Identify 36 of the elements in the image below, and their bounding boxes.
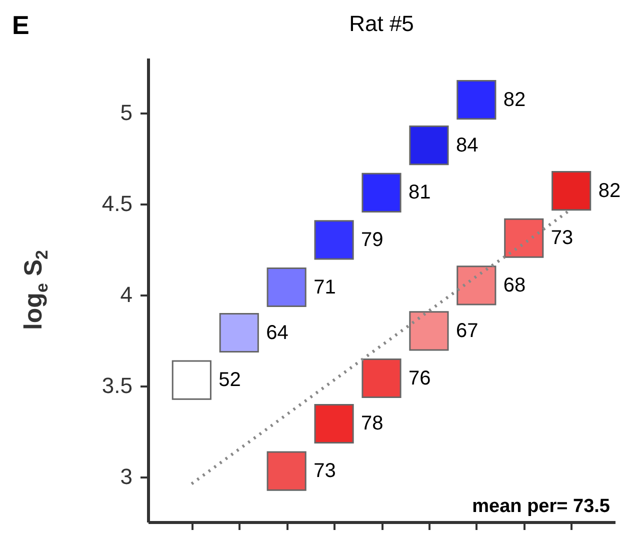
annotation: 52 bbox=[218, 369, 241, 392]
y-tick-label: 3.5 bbox=[102, 373, 132, 398]
y-tick-label: 4.5 bbox=[102, 191, 132, 216]
chart-title: Rat #5 bbox=[349, 11, 414, 36]
annotation: 84 bbox=[456, 134, 478, 156]
point bbox=[362, 172, 402, 212]
annotation: 82 bbox=[503, 88, 526, 111]
point bbox=[409, 126, 449, 166]
annotation: 68 bbox=[503, 274, 526, 296]
annotation: 67 bbox=[456, 320, 478, 342]
annotation: 76 bbox=[408, 367, 431, 390]
annotation: 73 bbox=[550, 227, 574, 250]
point bbox=[266, 451, 306, 491]
y-tick-label: 4 bbox=[120, 282, 132, 308]
point bbox=[219, 312, 259, 353]
annotation: mean per= 73.5 bbox=[472, 496, 610, 517]
point bbox=[552, 171, 592, 211]
annotation: 81 bbox=[408, 182, 431, 204]
y-tick-label: 5 bbox=[120, 100, 132, 126]
point bbox=[314, 404, 354, 444]
point bbox=[172, 360, 212, 400]
annotation: 71 bbox=[314, 276, 336, 298]
point bbox=[266, 267, 306, 308]
y-tick-label: 3 bbox=[120, 464, 132, 490]
point bbox=[314, 220, 354, 260]
annotation: 73 bbox=[314, 460, 336, 482]
point bbox=[504, 218, 544, 258]
annotation: 82 bbox=[598, 180, 621, 202]
point bbox=[362, 358, 402, 398]
annotation: 78 bbox=[361, 412, 384, 435]
point bbox=[409, 311, 449, 351]
text: E bbox=[12, 10, 30, 41]
annotation: 64 bbox=[266, 322, 288, 344]
annotation: 79 bbox=[361, 228, 384, 251]
point bbox=[456, 266, 496, 306]
point bbox=[456, 80, 496, 120]
